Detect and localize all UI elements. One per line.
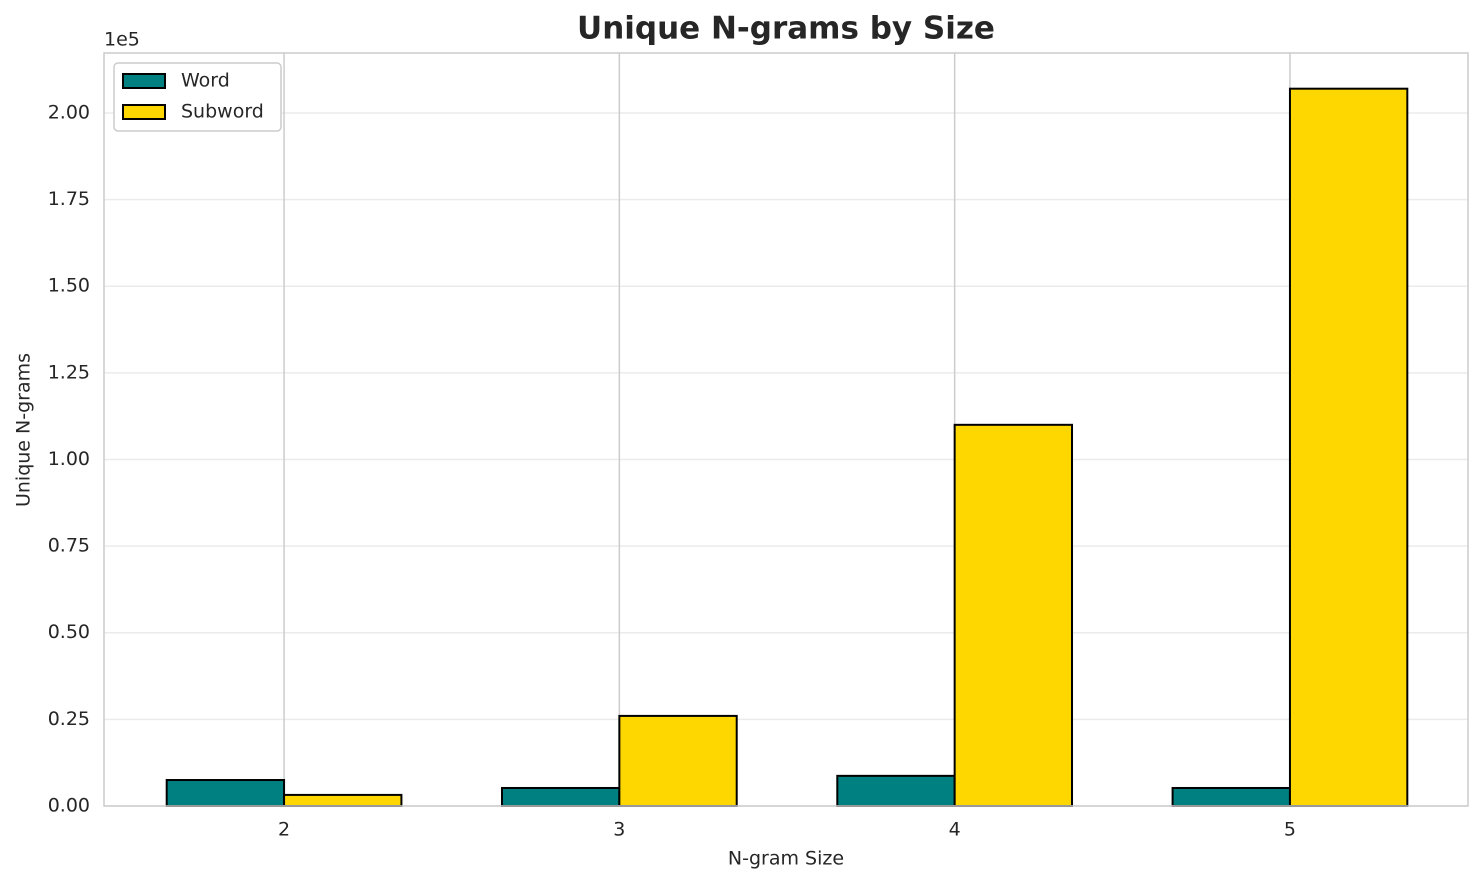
x-tick-label: 5 — [1284, 819, 1296, 841]
y-tick-label: 1.50 — [48, 275, 90, 297]
y-axis-label: Unique N-grams — [13, 353, 35, 507]
y-tick-label: 0.75 — [48, 535, 90, 557]
y-tick-label: 0.00 — [48, 795, 90, 817]
y-tick-label: 1.25 — [48, 361, 90, 383]
plot-frame — [103, 52, 1469, 807]
x-tick-label: 4 — [949, 819, 961, 841]
legend-label: Word — [181, 70, 230, 92]
bar — [1288, 87, 1409, 807]
bar — [618, 714, 738, 808]
y-tick-label: 1.75 — [48, 188, 90, 210]
x-tick-label: 2 — [278, 819, 290, 841]
legend-swatch — [122, 104, 166, 120]
y-offset-label: 1e5 — [104, 29, 140, 51]
bar — [836, 774, 956, 808]
bar — [501, 786, 621, 807]
x-axis-label: N-gram Size — [728, 848, 844, 870]
y-tick-label: 0.50 — [48, 621, 90, 643]
x-tick-label: 3 — [613, 819, 625, 841]
bar — [165, 779, 286, 807]
chart-title: Unique N-grams by Size — [577, 11, 995, 47]
y-tick-label: 2.00 — [48, 101, 90, 123]
bar — [283, 793, 403, 808]
legend-label: Subword — [181, 101, 264, 123]
y-tick-label: 0.25 — [48, 708, 90, 730]
bar — [1171, 786, 1291, 807]
bar — [953, 423, 1074, 807]
y-tick-label: 1.00 — [48, 448, 90, 470]
legend-swatch — [122, 73, 166, 89]
